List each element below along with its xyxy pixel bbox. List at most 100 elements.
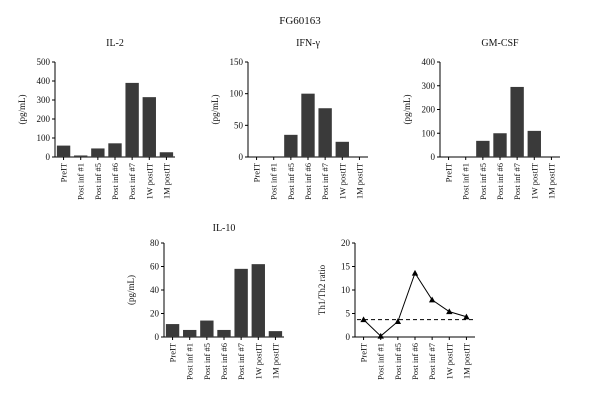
y-tick-label: 0 xyxy=(239,152,244,162)
x-tick-label: Post inf #1 xyxy=(185,343,195,380)
y-tick-label: 500 xyxy=(37,57,51,67)
bar-il2-4 xyxy=(125,82,139,157)
bar-ifng-3 xyxy=(301,93,315,157)
x-tick-label: Post inf #7 xyxy=(427,343,437,380)
chart-gmcsf: GM-CSF (pg/mL) 0 100 200 300 400 PreIT Post inf … xyxy=(402,38,560,200)
x-tick-label: Post inf #7 xyxy=(236,343,246,380)
x-tick-label: 1M postIT xyxy=(270,342,280,379)
y-tick-label: 300 xyxy=(422,81,436,91)
x-tick-label: Post inf #5 xyxy=(393,343,403,380)
bar-il10-2 xyxy=(200,320,214,337)
bar-il2-6 xyxy=(159,152,174,157)
x-tick-label: Post inf #1 xyxy=(461,163,471,200)
x-tick-label: 1W postIT xyxy=(337,162,347,199)
y-axis-label: Th1/Th2 ratio xyxy=(317,264,327,315)
y-tick-label: 80 xyxy=(150,238,160,248)
x-tick-label: 1M postIT xyxy=(354,162,364,199)
bar-gmcsf-2 xyxy=(476,140,490,157)
y-tick-label: 40 xyxy=(150,285,160,295)
figure-title: FG60163 xyxy=(279,15,321,27)
x-tick-label: Post inf #7 xyxy=(320,163,330,200)
x-tick-label: 1W postIT xyxy=(529,162,539,199)
x-tick-label: Post inf #5 xyxy=(93,163,103,200)
chart-title: IL-2 xyxy=(106,38,124,49)
chart-title: GM-CSF xyxy=(481,38,519,49)
y-tick-label: 10 xyxy=(341,285,351,295)
bar-ifng-4 xyxy=(318,108,332,157)
chart-il2: IL-2 (pg/mL) 0 100 200 300 400 500 PreIT Post inf… xyxy=(17,38,175,200)
x-tick-label: 1W postIT xyxy=(144,162,154,199)
bar-il2-2 xyxy=(91,148,105,157)
bar-ifng-2 xyxy=(284,134,298,157)
point-6 xyxy=(463,313,470,320)
x-tick-label: 1M postIT xyxy=(546,162,556,199)
chart-ifng: IFN-γ (pg/mL) 0 50 100 150 PreIT Post inf #1 Pos… xyxy=(210,38,368,200)
y-tick-label: 15 xyxy=(341,262,351,272)
chart-title: IL-10 xyxy=(213,223,236,234)
bar-gmcsf-5 xyxy=(527,130,541,157)
y-tick-label: 50 xyxy=(234,120,244,130)
y-tick-label: 5 xyxy=(346,309,351,319)
bar-il10-1 xyxy=(183,329,197,337)
bar-il10-5 xyxy=(251,264,265,337)
y-tick-label: 100 xyxy=(230,89,244,99)
point-0 xyxy=(360,316,367,323)
x-tick-label: 1W postIT xyxy=(444,342,454,379)
y-tick-label: 200 xyxy=(37,114,51,124)
y-tick-label: 20 xyxy=(150,309,160,319)
x-tick-label: Post inf #5 xyxy=(202,343,212,380)
x-tick-label: Post inf #6 xyxy=(410,343,420,380)
y-axis-label: (pg/mL) xyxy=(17,95,27,125)
y-tick-label: 400 xyxy=(422,57,436,67)
bar-il10-3 xyxy=(217,329,231,337)
y-axis-label: (pg/mL) xyxy=(126,275,136,305)
bar-ifng-5 xyxy=(335,141,349,157)
y-tick-label: 200 xyxy=(422,105,436,115)
x-tick-label: Post inf #5 xyxy=(478,163,488,200)
chart-il10: IL-10 (pg/mL) 0 20 40 60 80 PreIT Post inf #1 Pos… xyxy=(126,223,284,380)
y-tick-label: 60 xyxy=(150,262,160,272)
x-tick-label: 1M postIT xyxy=(461,342,471,379)
x-tick-label: 1W postIT xyxy=(253,342,263,379)
bar-gmcsf-4 xyxy=(510,86,524,157)
y-tick-label: 0 xyxy=(155,332,160,342)
x-tick-label: PreIT xyxy=(252,162,262,182)
bar-il2-1 xyxy=(74,155,88,157)
point-2 xyxy=(394,318,402,325)
series-line xyxy=(363,271,467,337)
bar-il2-3 xyxy=(108,143,122,157)
x-tick-label: Post inf #1 xyxy=(76,163,86,200)
point-5 xyxy=(446,308,453,315)
x-tick-label: PreIT xyxy=(168,342,178,362)
x-tick-label: Post inf #1 xyxy=(376,343,386,380)
x-tick-label: PreIT xyxy=(359,342,369,362)
chart-ratio: Th1/Th2 ratio 0 5 10 15 20 PreIT Post inf #1 Pos… xyxy=(317,238,475,380)
y-tick-label: 0 xyxy=(346,332,351,342)
y-tick-label: 400 xyxy=(37,76,51,86)
y-tick-label: 0 xyxy=(46,152,51,162)
x-tick-label: Post inf #6 xyxy=(303,163,313,200)
point-4 xyxy=(428,296,436,303)
y-axis-label: (pg/mL) xyxy=(210,95,220,125)
y-tick-label: 100 xyxy=(37,133,51,143)
x-tick-label: Post inf #7 xyxy=(127,163,137,200)
y-axis-label: (pg/mL) xyxy=(402,95,412,125)
y-tick-label: 20 xyxy=(341,238,351,248)
x-tick-label: Post inf #6 xyxy=(110,163,120,200)
bar-il2-5 xyxy=(142,97,156,157)
x-tick-label: Post inf #1 xyxy=(269,163,279,200)
chart-title: IFN-γ xyxy=(296,38,320,49)
point-1 xyxy=(377,332,384,339)
bar-il10-0 xyxy=(165,324,180,337)
bar-il2-0 xyxy=(56,145,71,157)
x-tick-label: PreIT xyxy=(444,162,454,182)
y-tick-label: 100 xyxy=(422,128,436,138)
bar-gmcsf-3 xyxy=(493,133,507,157)
x-tick-label: Post inf #6 xyxy=(495,163,505,200)
y-tick-label: 300 xyxy=(37,95,51,105)
bar-il10-6 xyxy=(268,331,283,337)
x-tick-label: PreIT xyxy=(59,162,69,182)
x-tick-label: Post inf #7 xyxy=(512,163,522,200)
x-tick-label: Post inf #6 xyxy=(219,343,229,380)
y-tick-label: 0 xyxy=(431,152,436,162)
